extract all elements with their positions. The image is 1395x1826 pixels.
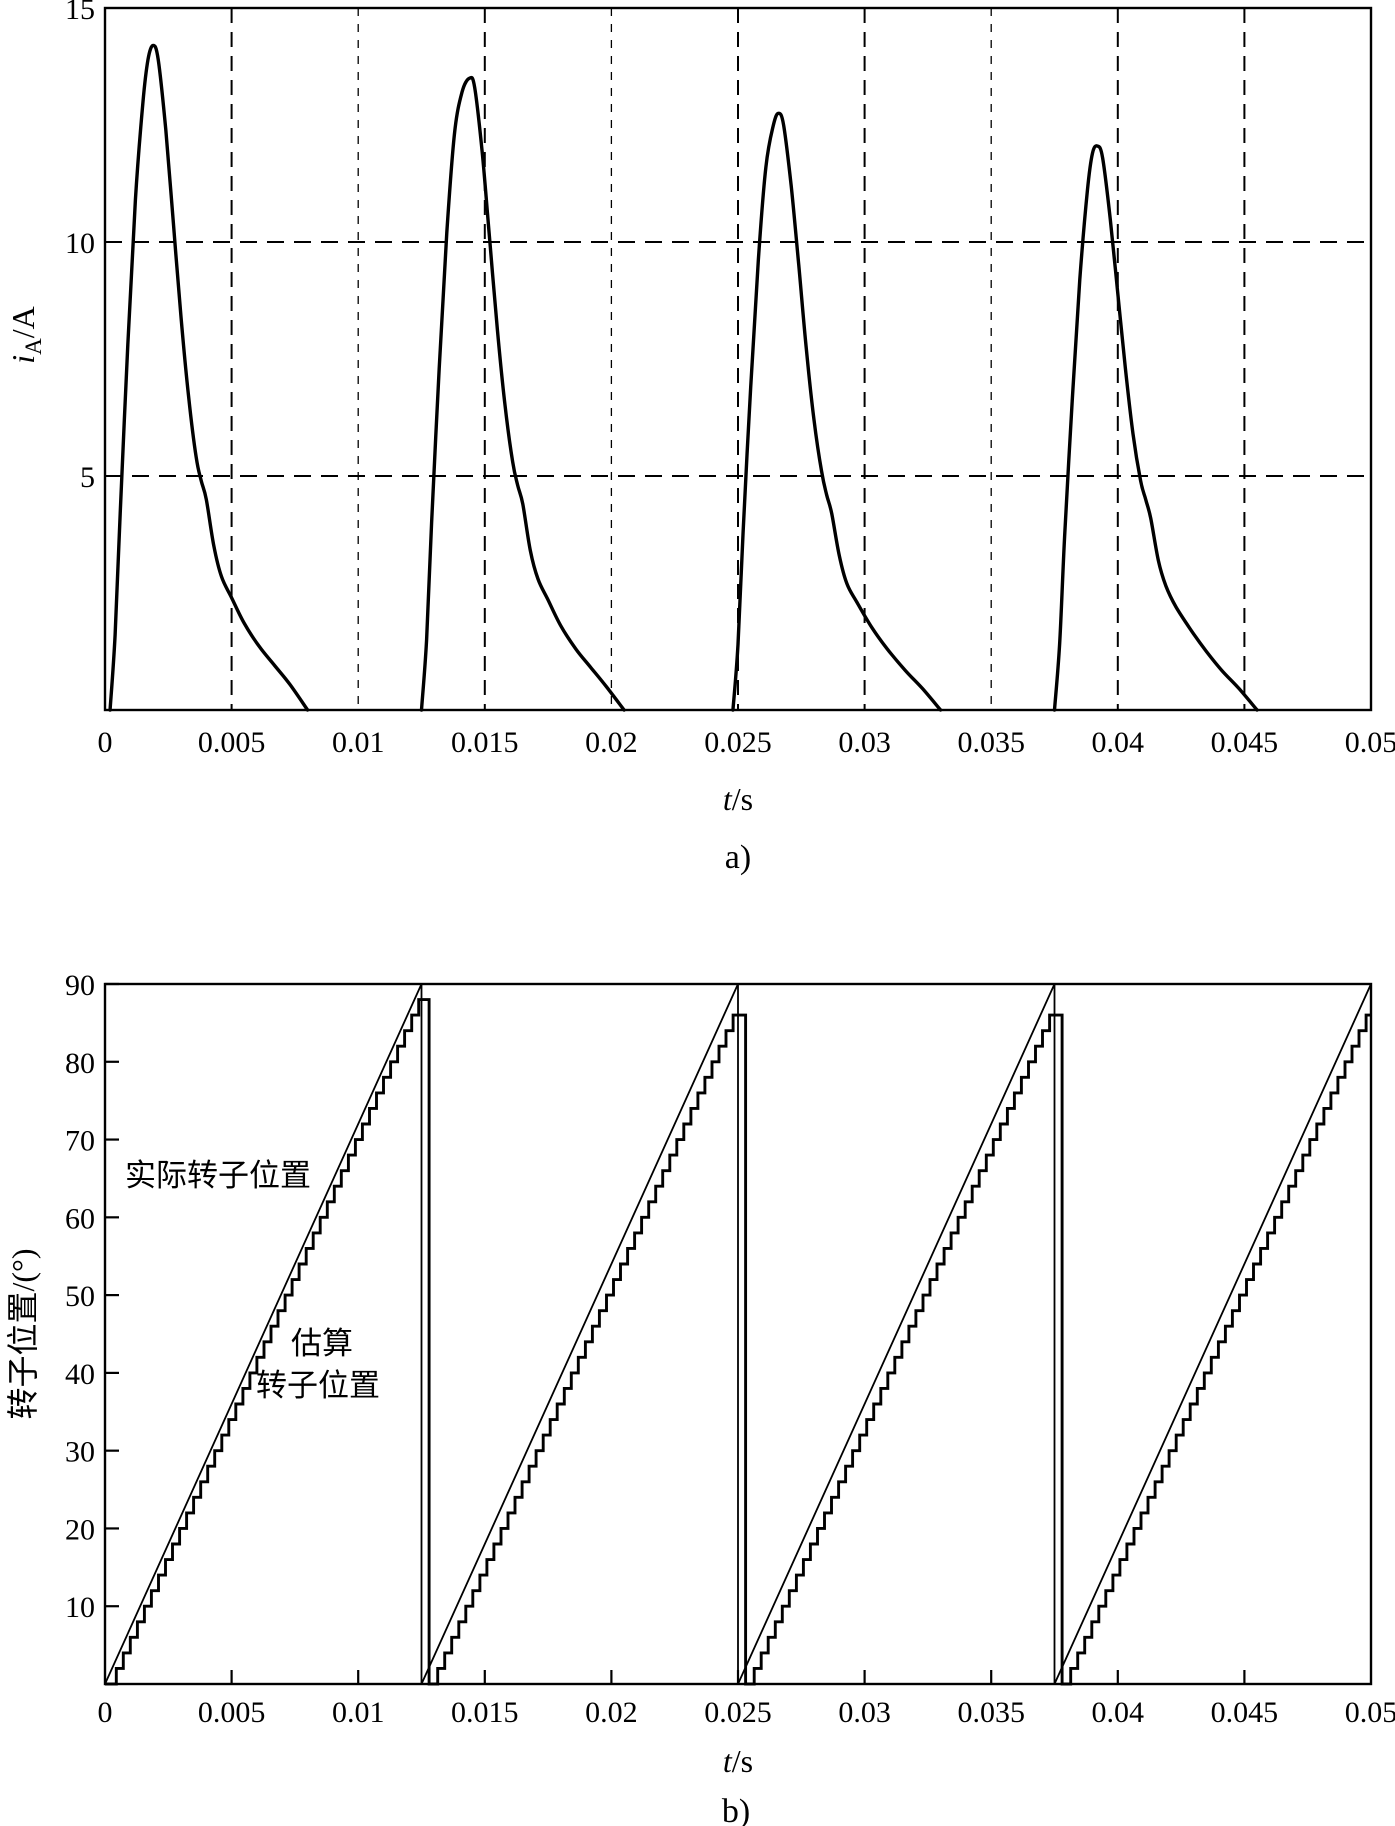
chart-b-y-tick-label: 70 — [65, 1125, 95, 1158]
chart-a-tick-labels: 5 10 15 0 0.005 0.01 0.015 0.02 0.025 0.03 0.035 0.… — [65, 0, 1395, 759]
chart-a-gridlines — [105, 8, 1371, 710]
annotation-actual-rotor-position: 实际转子位置 — [125, 1158, 311, 1193]
chart-b-x-tick-label: 0.02 — [585, 1696, 638, 1729]
current-pulse — [731, 111, 943, 712]
chart-a-x-tick-label: 0.05 — [1345, 726, 1395, 759]
chart-a-x-tick-label: 0.035 — [957, 726, 1025, 759]
chart-a-x-tick-label: 0.025 — [704, 726, 772, 759]
chart-a-caption: a) — [725, 839, 751, 876]
chart-b-y-tick-label: 40 — [65, 1358, 95, 1391]
chart-a-x-tick-label: 0.01 — [332, 726, 385, 759]
chart-b-y-tick-label: 90 — [65, 969, 95, 1002]
chart-b-y-tick-label: 20 — [65, 1513, 95, 1546]
chart-b-x-tick-label: 0.005 — [198, 1696, 266, 1729]
chart-a-x-tick-label: 0.005 — [198, 726, 266, 759]
chart-a-y-tick-label: 15 — [65, 0, 95, 26]
chart-a-x-tick-label: 0.04 — [1092, 726, 1145, 759]
annotation-estimated-rotor-position-line1: 估算 — [291, 1326, 353, 1361]
chart-b-y-tick-label: 80 — [65, 1047, 95, 1080]
chart-b-x-tick-label: 0.03 — [838, 1696, 891, 1729]
chart-b-x-tick-label: 0.015 — [451, 1696, 519, 1729]
chart-a-x-axis-label: t/s — [723, 781, 753, 817]
actual-rotor-position-line — [104, 983, 1372, 1685]
chart-b-x-tick-label: 0.045 — [1211, 1696, 1279, 1729]
chart-b-y-tick-label: 50 — [65, 1280, 95, 1313]
chart-a-plot-border — [103, 6, 1373, 712]
chart-a-x-tick-label: 0.045 — [1211, 726, 1279, 759]
chart-a-x-tick-label: 0.02 — [585, 726, 638, 759]
chart-a-y-tick-label: 5 — [80, 461, 95, 494]
chart-b-x-tick-label: 0.04 — [1092, 1696, 1145, 1729]
chart-a-y-axis-label: iA/A — [5, 306, 46, 364]
chart-b-y-tick-label: 60 — [65, 1202, 95, 1235]
chart-a-axes-box — [103, 6, 1373, 712]
chart-b-x-axis-label: t/s — [723, 1743, 753, 1779]
chart-a-x-tick-label: 0.015 — [451, 726, 519, 759]
chart-b-y-tick-label: 10 — [65, 1591, 95, 1624]
chart-a-x-tick-label: 0.03 — [838, 726, 891, 759]
current-pulse — [1052, 144, 1259, 712]
chart-b-y-axis-label: 转子位置/(°) — [5, 1248, 41, 1419]
current-pulse — [419, 75, 626, 712]
chart-b-x-tick-label: 0.025 — [704, 1696, 772, 1729]
estimated-rotor-position-line — [105, 998, 1371, 1686]
chart-b-tick-labels: 10 20 30 40 50 60 70 80 90 0 0.005 0.01 0.015 0.02 0.0… — [65, 969, 1395, 1729]
chart-a-x-tick-label: 0 — [98, 726, 113, 759]
chart-b-caption: b) — [722, 1793, 750, 1826]
chart-b-x-tick-label: 0 — [98, 1696, 113, 1729]
chart-b-y-tick-label: 30 — [65, 1436, 95, 1469]
chart-b-x-tick-label: 0.05 — [1345, 1696, 1395, 1729]
chart-a-current-pulses — [108, 43, 1259, 712]
chart-b-rotor-position-series — [104, 983, 1372, 1686]
current-pulse — [108, 43, 310, 712]
chart-a-y-tick-label: 10 — [65, 227, 95, 260]
annotation-estimated-rotor-position-line2: 转子位置 — [256, 1368, 380, 1403]
chart-b-x-tick-label: 0.01 — [332, 1696, 385, 1729]
chart-b-x-tick-label: 0.035 — [957, 1696, 1025, 1729]
